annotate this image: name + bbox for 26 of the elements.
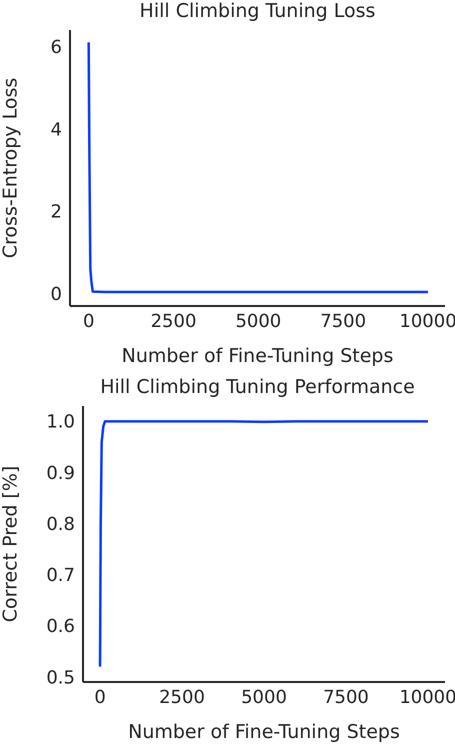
y-axis-title: Cross-Entropy Loss: [0, 78, 22, 258]
x-tick-label: 5000: [235, 310, 282, 332]
y-tick-label: 2: [50, 202, 62, 223]
x-tick-label: 0: [82, 310, 94, 332]
y-tick-label: 6: [50, 36, 62, 58]
y-tick-label: 0: [50, 284, 62, 306]
x-tick-label: 2500: [159, 686, 205, 708]
y-tick-label: 0.7: [46, 565, 75, 586]
x-axis-title: Number of Fine-Tuning Steps: [128, 721, 400, 743]
x-tick-label: 0: [94, 686, 106, 708]
x-axis-title: Number of Fine-Tuning Steps: [122, 345, 394, 367]
x-tick-label: 7500: [323, 686, 369, 708]
y-tick-label: 0.9: [46, 462, 75, 484]
y-tick-label: 4: [50, 119, 62, 140]
line-series: [98, 420, 430, 668]
y-tick-label: 0.6: [46, 616, 75, 638]
chart-title: Hill Climbing Tuning Loss: [138, 0, 376, 22]
y-tick-label: 0.5: [46, 667, 75, 688]
y-tick-label: 1.0: [46, 412, 75, 433]
y-axis-title: Correct Pred [%]: [0, 466, 22, 622]
x-tick-label: 5000: [241, 686, 287, 708]
chart-title: Hill Climbing Tuning Performance: [99, 376, 416, 398]
y-tick-label: 0.8: [46, 514, 75, 535]
x-tick-label: 7500: [320, 310, 366, 332]
line-series: [87, 41, 430, 294]
x-tick-label: 2500: [150, 310, 196, 332]
